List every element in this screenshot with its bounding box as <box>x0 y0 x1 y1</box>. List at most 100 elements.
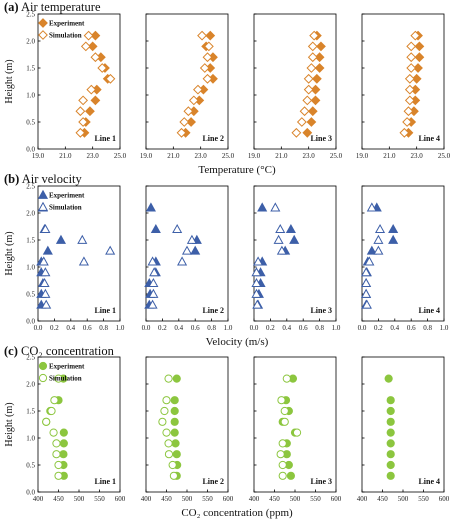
plot-frame <box>145 13 229 150</box>
simulation-point <box>164 439 173 448</box>
simulation-point <box>41 299 52 309</box>
experiment-point <box>414 52 425 63</box>
experiment-point <box>388 234 399 244</box>
panel-title-text: Air temperature <box>21 0 101 14</box>
simulation-point <box>404 95 415 106</box>
experiment-point <box>59 428 68 437</box>
experiment-point <box>90 95 101 106</box>
experiment-point <box>59 450 68 459</box>
simulation-point <box>80 41 91 52</box>
simulation-point <box>149 267 160 277</box>
x-tick-label: 21.0 <box>59 152 72 160</box>
x-tick-label: 0.8 <box>423 324 432 332</box>
simulation-point <box>176 127 187 138</box>
panel-title-text: CO₂ concentration <box>21 344 115 358</box>
experiment-point <box>316 41 326 52</box>
x-tick-label: 500 <box>182 495 193 503</box>
simulation-point <box>75 106 86 117</box>
experiment-point <box>386 460 395 470</box>
experiment-point <box>90 30 101 41</box>
panel-c: (c) CO₂ concentration Height (m) 0.0 0.5 1.0… <box>4 344 450 519</box>
simulation-point <box>54 471 63 480</box>
simulation-point <box>186 234 197 244</box>
simulation-point <box>172 223 183 234</box>
plot-frame <box>37 185 121 322</box>
experiment-point <box>170 417 179 426</box>
simulation-point <box>361 299 372 309</box>
y-axis-label: Height (m) <box>4 59 15 103</box>
experiment-point <box>171 439 180 448</box>
simulation-point <box>105 73 116 84</box>
simulation-point <box>251 267 262 277</box>
simulation-point <box>406 52 417 63</box>
x-axis-label: Temperature (°C) <box>198 164 276 176</box>
simulation-point <box>86 84 97 95</box>
x-tick-label: 0.2 <box>50 324 59 332</box>
legend-simulation-marker <box>37 201 49 211</box>
line-label: Line 2 <box>202 306 224 315</box>
simulation-point <box>105 245 116 255</box>
legend-experiment-marker <box>37 189 49 199</box>
simulation-point <box>402 117 413 127</box>
simulation-point <box>42 417 51 426</box>
x-tick-label: 19.0 <box>140 152 153 160</box>
line-label: Line 1 <box>94 134 116 143</box>
simulation-point <box>278 460 287 470</box>
legend-experiment-label: Experiment <box>49 20 85 28</box>
simulation-point <box>273 234 284 244</box>
x-tick-label: 1.0 <box>116 324 125 332</box>
simulation-point <box>361 277 372 288</box>
x-tick-label: 450 <box>377 495 388 503</box>
simulation-point <box>373 245 384 255</box>
simulation-point <box>291 127 302 138</box>
x-tick-label: 550 <box>94 495 105 503</box>
panel-b: (b) Air velocity Height (m) 0.0 0.5 1.0 1.5 2.… <box>4 172 449 348</box>
simulation-point <box>162 396 171 405</box>
panel-title: (a) Air temperature <box>4 0 101 14</box>
simulation-point <box>404 73 415 84</box>
panel-letter: (b) <box>4 172 19 186</box>
plot-frame <box>253 13 337 150</box>
x-tick-label: 25.0 <box>438 152 451 160</box>
y-tick-label: 1.0 <box>26 263 35 271</box>
y-tick-label: 2.0 <box>26 209 35 217</box>
simulation-point <box>278 439 287 448</box>
simulation-point <box>75 127 86 138</box>
x-tick-label: 0.4 <box>390 324 399 332</box>
simulation-point <box>364 256 375 266</box>
experiment-point <box>386 439 395 448</box>
x-tick-label: 600 <box>223 495 234 503</box>
experiment-point <box>388 223 399 234</box>
x-tick-label: 0.2 <box>158 324 167 332</box>
simulation-point <box>148 277 159 288</box>
simulation-point <box>280 417 289 426</box>
x-tick-label: 23.0 <box>87 152 100 160</box>
simulation-point <box>202 52 213 63</box>
experiment-point <box>190 245 201 255</box>
x-tick-label: 21.0 <box>167 152 180 160</box>
simulation-point <box>52 439 61 448</box>
subplot-line-4: 0.0 0.2 0.4 0.6 0.8 1.0 Line 4 <box>358 185 449 332</box>
y-tick-label: 1.5 <box>26 236 35 244</box>
simulation-point <box>90 52 101 63</box>
x-tick-label: 0.2 <box>374 324 383 332</box>
simulation-point <box>148 288 159 298</box>
experiment-point <box>289 234 300 244</box>
panel-title: (c) CO₂ concentration <box>4 344 115 358</box>
simulation-point <box>410 30 421 41</box>
x-tick-label: 21.0 <box>275 152 288 160</box>
experiment-point <box>306 117 317 127</box>
simulation-point <box>78 95 89 106</box>
simulation-point <box>181 245 193 255</box>
x-tick-label: 0.4 <box>282 324 291 332</box>
simulation-point <box>52 450 61 459</box>
y-tick-label: 1.5 <box>26 64 35 72</box>
x-tick-label: 23.0 <box>303 152 316 160</box>
x-tick-label: 23.0 <box>411 152 424 160</box>
experiment-point <box>413 63 423 73</box>
subplot-line-3: 19.0 21.0 23.0 25.0 Line 3 <box>248 13 343 160</box>
y-axis-label: Height (m) <box>4 402 15 446</box>
experiment-point <box>302 127 313 138</box>
y-tick-label: 2.0 <box>26 37 35 45</box>
